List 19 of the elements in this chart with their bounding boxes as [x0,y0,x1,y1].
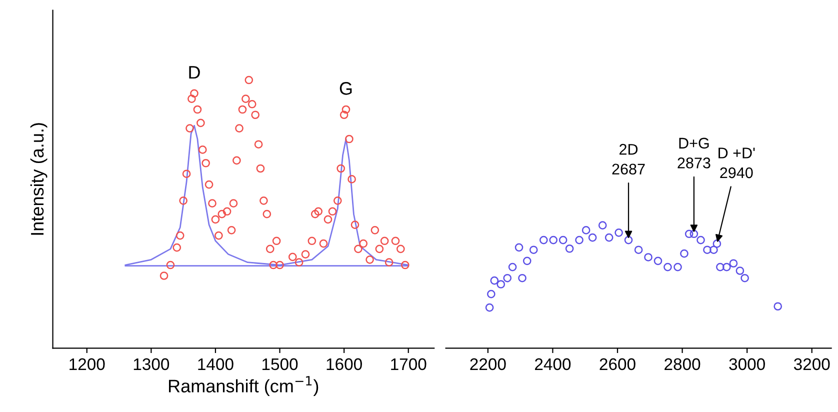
x-tick-label: 2400 [535,358,571,370]
x-tick-label: 1300 [134,358,170,370]
annotation: D +D' 2940 [718,148,755,178]
annotation: D [189,66,200,79]
x-tick-label: 1500 [262,358,298,370]
annotation: G [340,82,352,95]
x-tick-label: 2600 [600,358,636,370]
x-tick-label: 2800 [664,358,700,370]
y-axis-title: Intensity (a.u.) [30,123,48,235]
annotation: 2D 2687 [612,144,645,175]
x-tick-label: 3200 [794,358,830,370]
x-tick-label: 1600 [326,358,362,370]
x-tick-label: 3000 [729,358,765,370]
x-tick-label: 1700 [391,358,426,370]
x-axis-title: Ramanshift (cm$^{−1}$) [168,376,318,396]
x-tick-label: 1400 [198,358,234,370]
x-tick-label: 2200 [470,358,506,370]
x-tick-label: 1200 [70,358,105,370]
annotation: D+G 2873 [678,138,710,168]
